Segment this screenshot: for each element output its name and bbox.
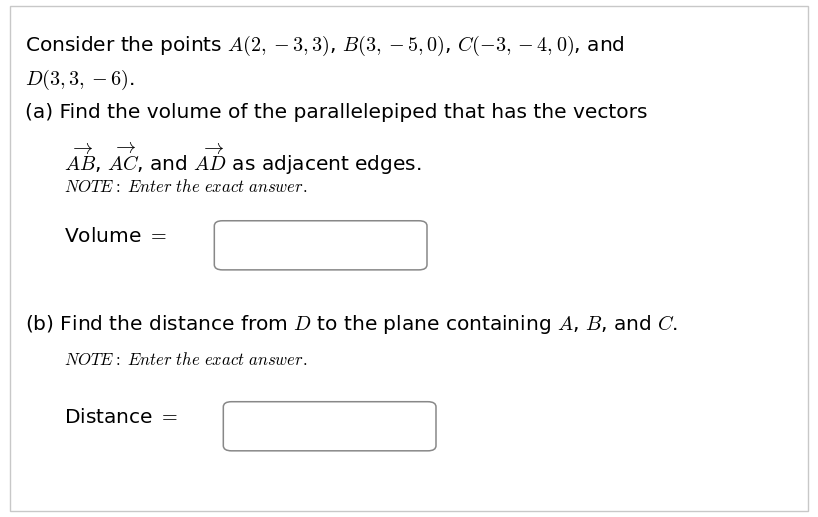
Text: (a) Find the volume of the parallelepiped that has the vectors: (a) Find the volume of the parallelepipe… [25,103,647,123]
Text: $D(3,3,-6)$.: $D(3,3,-6)$. [25,68,134,93]
Text: $\overrightarrow{AB}$, $\overrightarrow{AC}$, and $\overrightarrow{AD}$ as adjac: $\overrightarrow{AB}$, $\overrightarrow{… [64,141,421,177]
Text: $\mathit{NOTE{:}\ Enter\ the\ exact\ answer.}$: $\mathit{NOTE{:}\ Enter\ the\ exact\ ans… [64,178,307,196]
FancyBboxPatch shape [223,402,436,451]
FancyBboxPatch shape [10,6,808,511]
Text: Consider the points $A(2,-3,3)$, $B(3,-5,0)$, $C(-3,-4,0)$, and: Consider the points $A(2,-3,3)$, $B(3,-5… [25,34,624,58]
Text: $\mathit{NOTE{:}\ Enter\ the\ exact\ answer.}$: $\mathit{NOTE{:}\ Enter\ the\ exact\ ans… [64,351,307,369]
Text: Distance $=$: Distance $=$ [64,408,178,428]
Text: (b) Find the distance from $D$ to the plane containing $A$, $B$, and $C$.: (b) Find the distance from $D$ to the pl… [25,313,677,336]
Text: Volume $=$: Volume $=$ [64,227,167,247]
FancyBboxPatch shape [214,221,427,270]
